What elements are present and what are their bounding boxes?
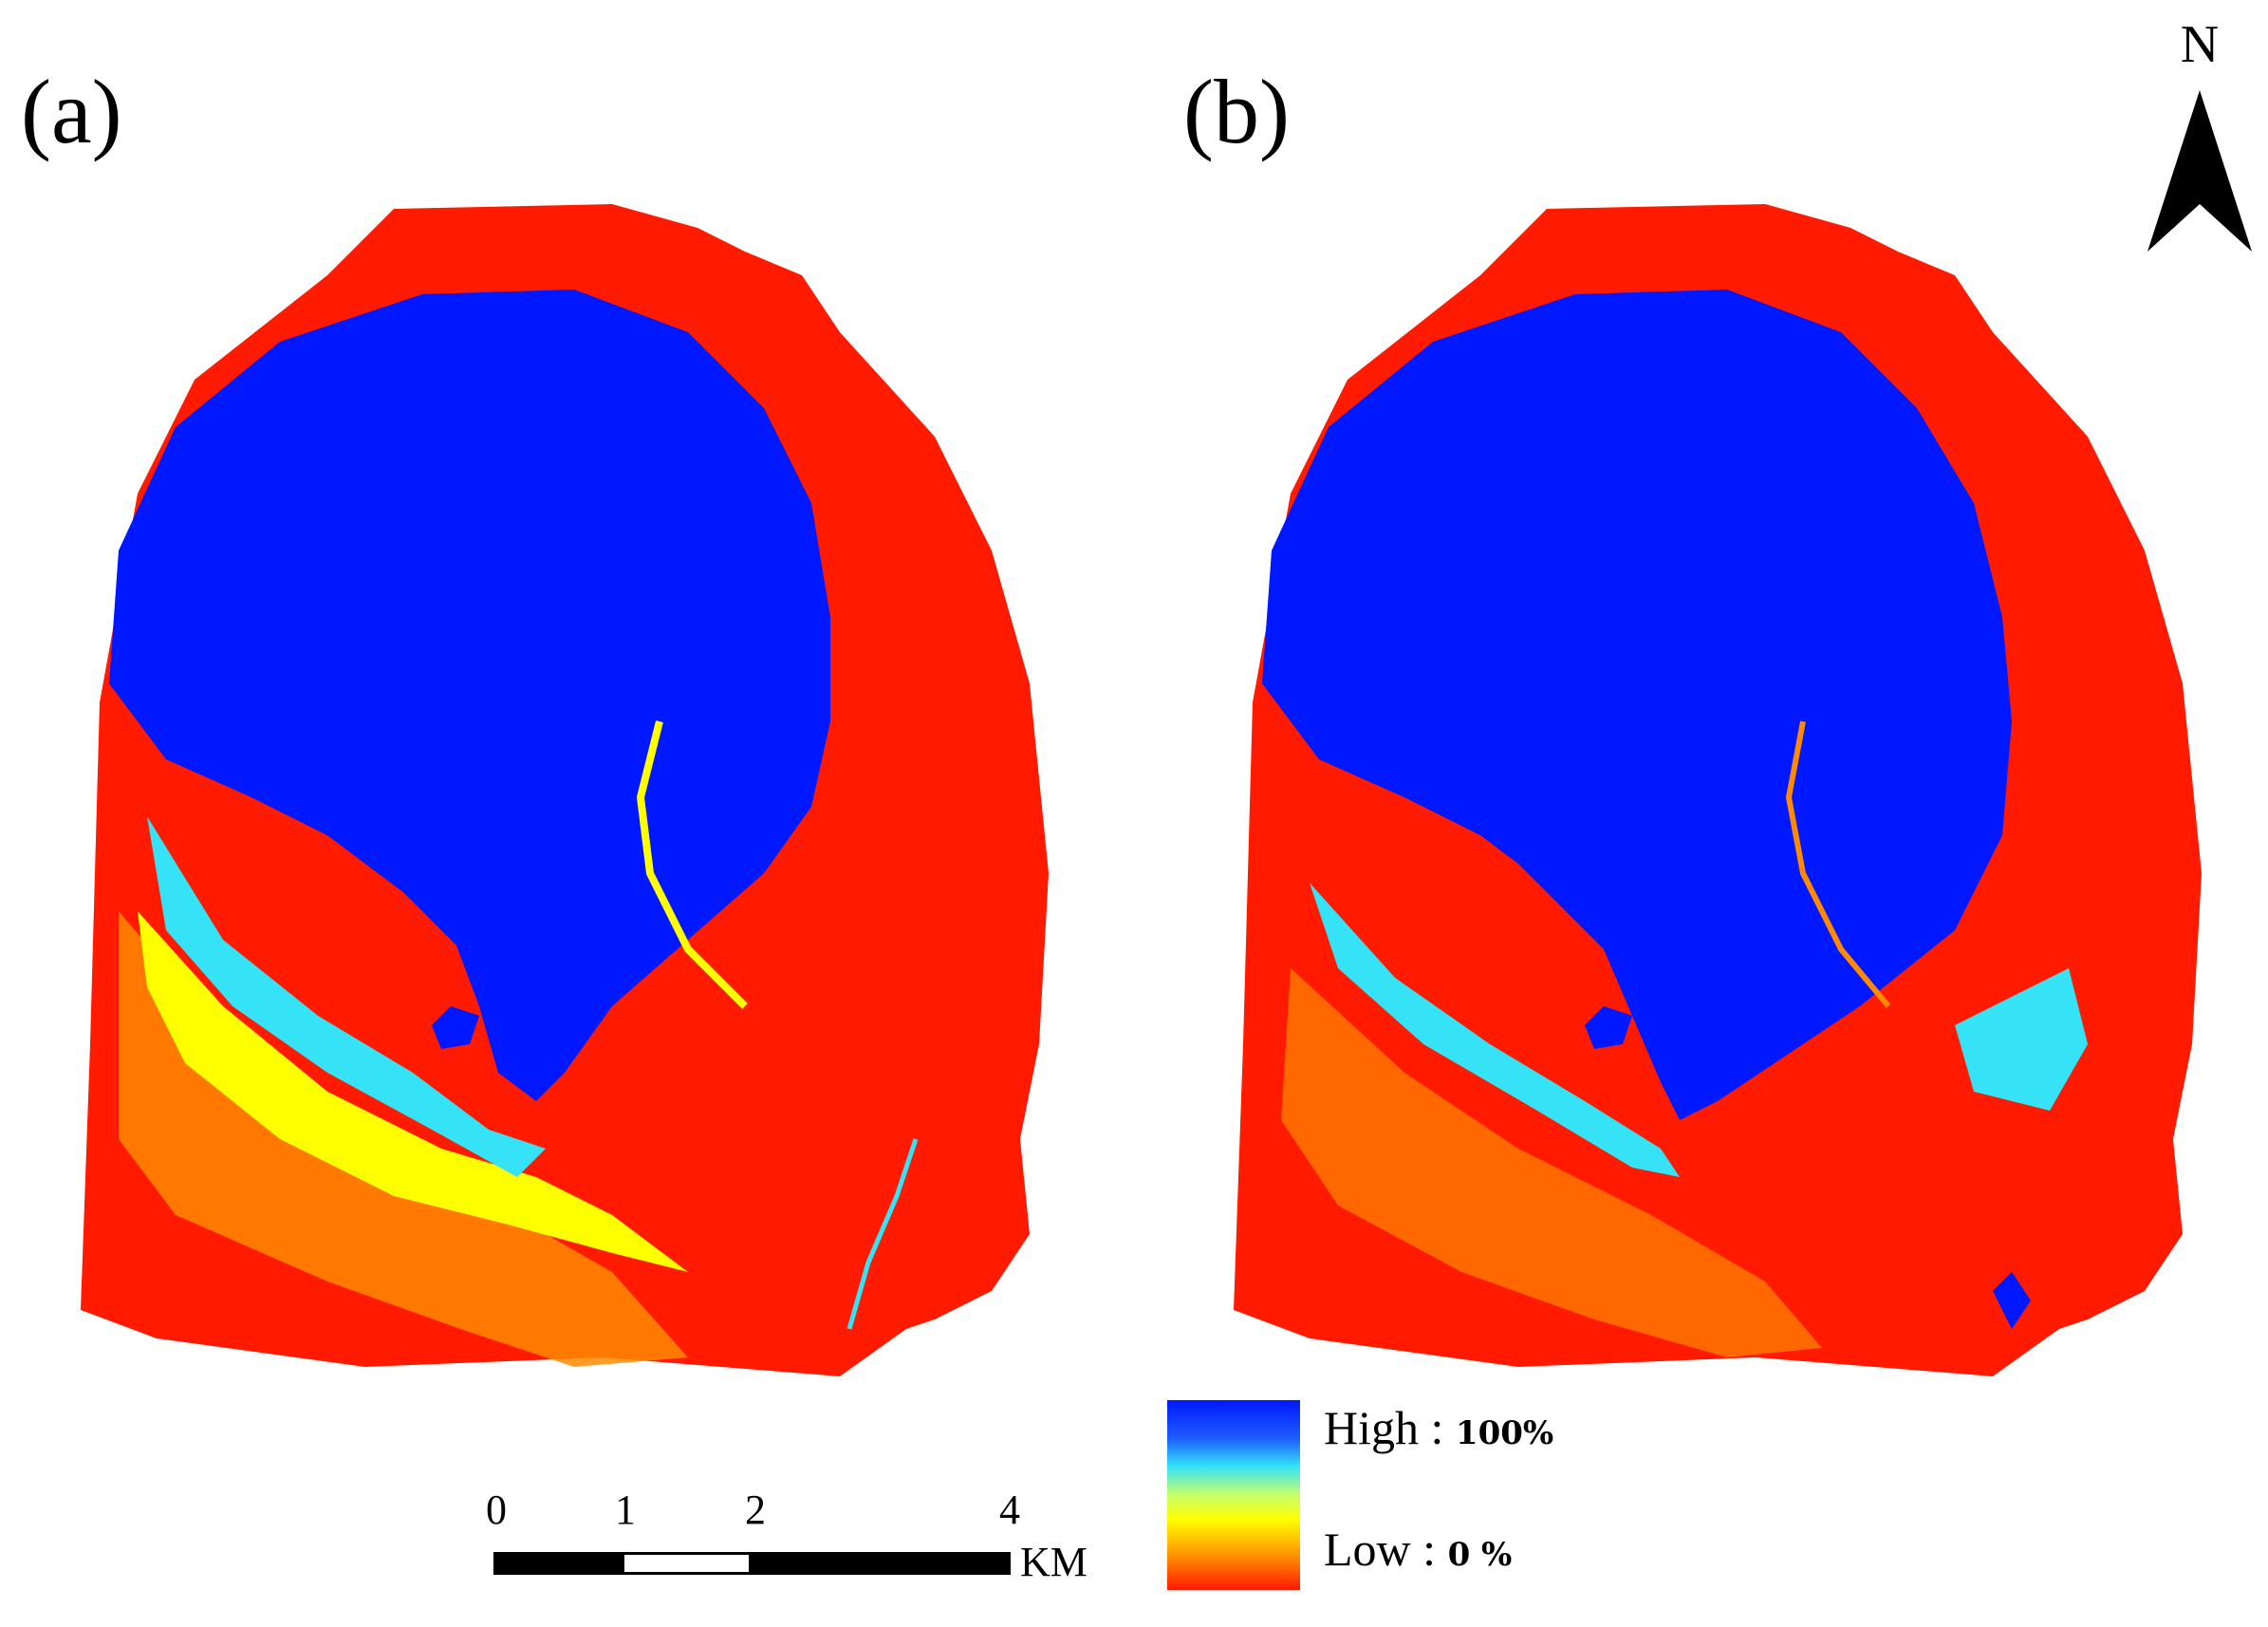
floodplain-orange-band — [1281, 968, 1822, 1357]
legend-color-ramp — [1167, 1400, 1300, 1590]
legend-low: Low : 0 % — [1324, 1522, 1512, 1577]
legend-separator: : — [1422, 1523, 1437, 1576]
river-channel — [109, 290, 830, 1101]
scale-segment-2 — [622, 1552, 752, 1575]
inner-lake — [1585, 1006, 1632, 1049]
legend-high-value: 100% — [1455, 1414, 1554, 1452]
floodplain-cyan-band — [1310, 883, 1680, 1177]
panel-label-b: (b) — [1183, 61, 1290, 162]
legend-high-label: High — [1324, 1401, 1419, 1454]
north-arrow: N — [2133, 14, 2266, 252]
legend-low-label: Low — [1324, 1523, 1411, 1576]
legend-high: High : 100% — [1324, 1400, 1553, 1455]
scale-unit: KM — [1020, 1539, 1088, 1585]
floodplain-yellow-band — [138, 911, 688, 1272]
east-cyan-patch — [1955, 968, 2088, 1111]
scale-tick-1: 1 — [615, 1487, 636, 1533]
legend-separator: : — [1430, 1401, 1444, 1454]
map-panel-b — [1234, 204, 2202, 1376]
east-stream-pond — [1993, 1272, 2031, 1329]
scale-bar: 0 1 2 4 KM — [474, 1486, 1139, 1585]
scale-segment-3 — [750, 1552, 1011, 1575]
scale-tick-2: 2 — [745, 1487, 766, 1533]
scale-tick-4: 4 — [999, 1487, 1020, 1533]
north-label: N — [2180, 15, 2220, 74]
east-stream — [846, 1138, 919, 1330]
scale-segment-1 — [493, 1552, 623, 1575]
inner-channel — [1785, 720, 1891, 1008]
inner-channel — [636, 720, 748, 1009]
floodplain-cyan-band — [147, 816, 546, 1177]
map-panel-a — [81, 204, 1049, 1376]
floodplain-orange-band — [119, 911, 688, 1367]
panel-label-a: (a) — [21, 61, 122, 162]
north-arrow-icon — [2147, 90, 2252, 252]
legend: High : 100% Low : 0 % — [1167, 1400, 1594, 1595]
inner-lake — [432, 1006, 479, 1049]
scale-tick-0: 0 — [486, 1487, 507, 1533]
legend-low-value: 0 % — [1447, 1536, 1513, 1574]
